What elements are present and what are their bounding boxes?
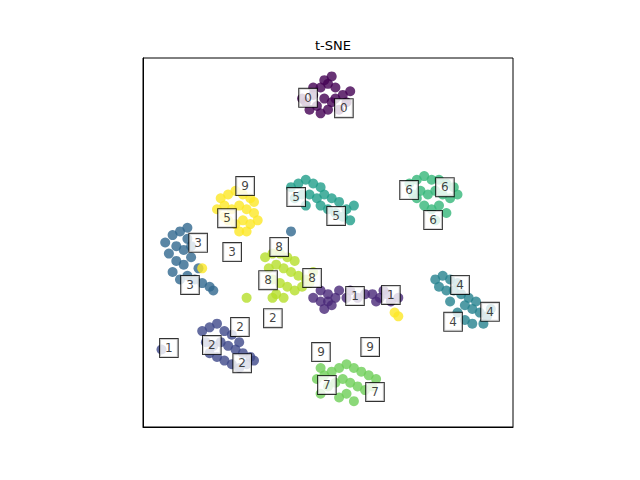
svg-text:3: 3 <box>228 245 236 259</box>
svg-text:7: 7 <box>371 385 379 399</box>
svg-text:4: 4 <box>449 315 457 329</box>
svg-text:5: 5 <box>332 209 340 223</box>
svg-text:9: 9 <box>241 179 249 193</box>
svg-text:2: 2 <box>208 338 216 352</box>
svg-text:3: 3 <box>194 236 202 250</box>
svg-text:9: 9 <box>366 340 374 354</box>
svg-text:t-SNE: t-SNE <box>315 38 351 53</box>
svg-text:8: 8 <box>308 271 316 285</box>
svg-text:6: 6 <box>441 180 449 194</box>
svg-text:3: 3 <box>186 278 194 292</box>
svg-text:5: 5 <box>223 211 231 225</box>
svg-text:2: 2 <box>238 356 246 370</box>
svg-text:0: 0 <box>304 91 312 105</box>
svg-text:8: 8 <box>264 273 272 287</box>
svg-text:1: 1 <box>165 341 173 355</box>
svg-text:1: 1 <box>387 288 395 302</box>
svg-text:4: 4 <box>456 278 464 292</box>
svg-text:1: 1 <box>351 289 359 303</box>
svg-text:6: 6 <box>429 213 437 227</box>
svg-text:2: 2 <box>236 320 244 334</box>
svg-text:8: 8 <box>275 240 283 254</box>
svg-text:2: 2 <box>269 311 277 325</box>
svg-text:0: 0 <box>340 101 348 115</box>
svg-text:5: 5 <box>292 190 300 204</box>
svg-text:4: 4 <box>486 305 494 319</box>
svg-text:9: 9 <box>317 345 325 359</box>
svg-text:6: 6 <box>405 183 413 197</box>
svg-text:7: 7 <box>323 378 331 392</box>
